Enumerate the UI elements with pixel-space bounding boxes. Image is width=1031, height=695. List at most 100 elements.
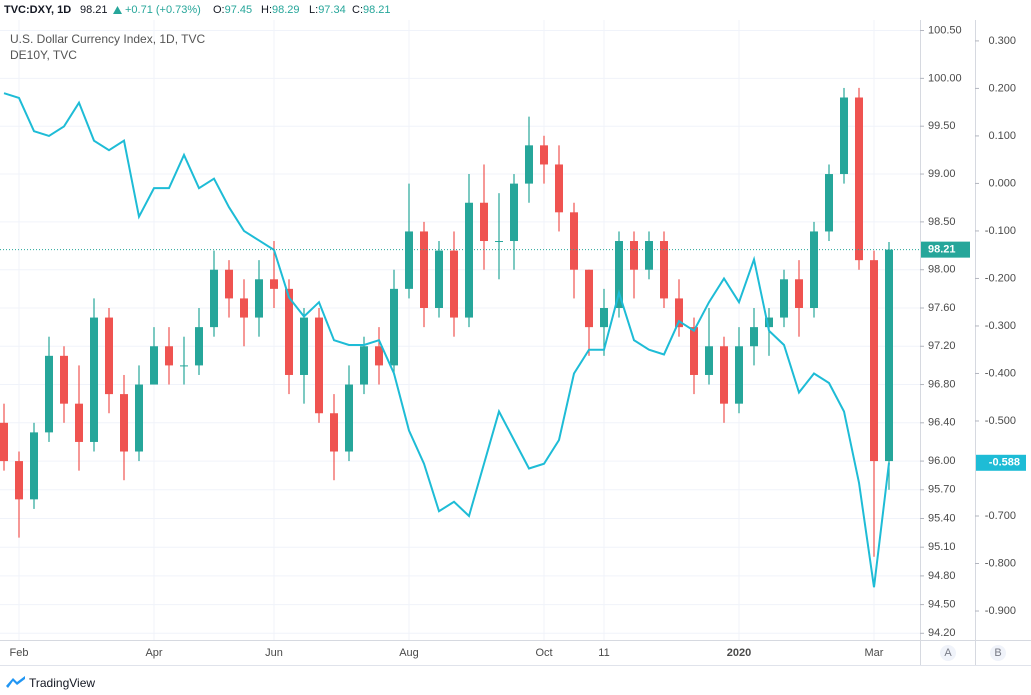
y-tick-label: 94.50 bbox=[928, 599, 956, 611]
label: L: bbox=[309, 4, 318, 16]
candle-body bbox=[705, 346, 713, 375]
candle-body bbox=[255, 279, 263, 318]
label: O: bbox=[213, 4, 225, 16]
candle bbox=[150, 327, 158, 385]
candle-body bbox=[435, 250, 443, 308]
candle bbox=[90, 298, 98, 452]
scale-button[interactable] bbox=[940, 645, 956, 661]
candle bbox=[540, 135, 548, 184]
candle-body bbox=[600, 307, 608, 328]
y-tick-label: 94.20 bbox=[928, 627, 956, 639]
y2-tick-label: 0.100 bbox=[988, 130, 1016, 142]
candle bbox=[780, 269, 788, 328]
candle bbox=[705, 307, 713, 385]
candle-body bbox=[90, 317, 98, 442]
candle-body bbox=[810, 231, 818, 308]
candle bbox=[570, 202, 578, 299]
ohlc-high: H:98.29 bbox=[261, 4, 300, 16]
candle-body bbox=[765, 317, 773, 328]
candle-body bbox=[495, 241, 503, 243]
logo-icon bbox=[6, 676, 25, 688]
symbol: TVC:DXY, 1D bbox=[4, 4, 71, 16]
candle-body bbox=[540, 145, 548, 165]
value: 97.45 bbox=[225, 4, 253, 16]
label: H: bbox=[261, 4, 272, 16]
candle bbox=[450, 231, 458, 337]
candle-body bbox=[780, 279, 788, 318]
up-arrow bbox=[113, 6, 122, 14]
candle bbox=[210, 250, 218, 337]
candle bbox=[660, 231, 668, 308]
candle-body bbox=[645, 241, 653, 270]
candle bbox=[180, 336, 188, 385]
scale-button-label[interactable]: B bbox=[994, 647, 1001, 659]
y-tick-label: 98.00 bbox=[928, 264, 956, 276]
y-tick-label: 95.40 bbox=[928, 512, 956, 524]
x-tick-label: Mar bbox=[865, 647, 884, 659]
candle bbox=[465, 174, 473, 328]
price-tag bbox=[921, 241, 970, 258]
candle bbox=[630, 231, 638, 299]
candle-body bbox=[480, 202, 488, 242]
candle-body bbox=[315, 317, 323, 414]
y-tick-label: 97.20 bbox=[928, 340, 956, 352]
y-tick-label: 99.50 bbox=[928, 120, 956, 132]
y-tick-label: 97.60 bbox=[928, 302, 956, 314]
axes: 100.50 100.00 99.50 99.00 98.50 98.00 97.60 97.… bbox=[10, 24, 1026, 659]
candle bbox=[315, 307, 323, 423]
candle-body bbox=[390, 288, 398, 366]
candle-body bbox=[150, 346, 158, 385]
marks bbox=[0, 87, 920, 588]
y-tick-label: 96.40 bbox=[928, 417, 956, 429]
scale-button[interactable] bbox=[990, 645, 1006, 661]
candle-body bbox=[735, 346, 743, 404]
candle-body bbox=[885, 249, 893, 462]
candle bbox=[405, 183, 413, 299]
candle-body bbox=[585, 269, 593, 328]
candle-body bbox=[225, 269, 233, 299]
candle bbox=[600, 288, 608, 356]
candle bbox=[435, 241, 443, 318]
candle-body bbox=[60, 355, 68, 404]
candle bbox=[360, 336, 368, 395]
ohlc-close: C:98.21 bbox=[352, 4, 391, 16]
candle bbox=[165, 327, 173, 385]
candle bbox=[870, 250, 878, 557]
y2-tick-label: -0.200 bbox=[985, 272, 1016, 284]
candle-body bbox=[180, 365, 188, 367]
candle-body bbox=[30, 432, 38, 500]
candle-body bbox=[375, 346, 383, 366]
y2-tick-label: -0.400 bbox=[985, 367, 1016, 379]
scale-button-label[interactable]: A bbox=[944, 647, 952, 659]
candle-body bbox=[165, 346, 173, 366]
y2-tick-label: -0.700 bbox=[985, 510, 1016, 522]
y-tick-label: 100.50 bbox=[928, 24, 962, 36]
y-tick-label: 94.80 bbox=[928, 570, 956, 582]
y-tick-label: 95.10 bbox=[928, 541, 956, 553]
candle bbox=[255, 260, 263, 337]
candle bbox=[585, 269, 593, 356]
candle-body bbox=[120, 394, 128, 452]
y-tick-label: 96.00 bbox=[928, 455, 956, 467]
candle bbox=[615, 231, 623, 318]
price-tag-label: 98.21 bbox=[928, 244, 956, 256]
x-tick-label: Apr bbox=[145, 647, 162, 659]
candle-body bbox=[690, 327, 698, 375]
candle-body bbox=[285, 288, 293, 375]
candle bbox=[525, 116, 533, 203]
y-tick-label: 98.50 bbox=[928, 216, 956, 228]
candle bbox=[330, 394, 338, 481]
x-tick-label: 2020 bbox=[727, 647, 751, 659]
candle-body bbox=[630, 241, 638, 270]
label: C: bbox=[352, 4, 363, 16]
price-tag bbox=[976, 454, 1026, 471]
candle-body bbox=[405, 231, 413, 289]
y2-tick-label: -0.100 bbox=[985, 225, 1016, 237]
candle bbox=[810, 221, 818, 318]
candle-body bbox=[450, 250, 458, 318]
candle bbox=[135, 365, 143, 462]
brand-logo[interactable]: TradingView bbox=[6, 676, 95, 690]
candle-body bbox=[660, 241, 668, 299]
candle bbox=[120, 374, 128, 481]
